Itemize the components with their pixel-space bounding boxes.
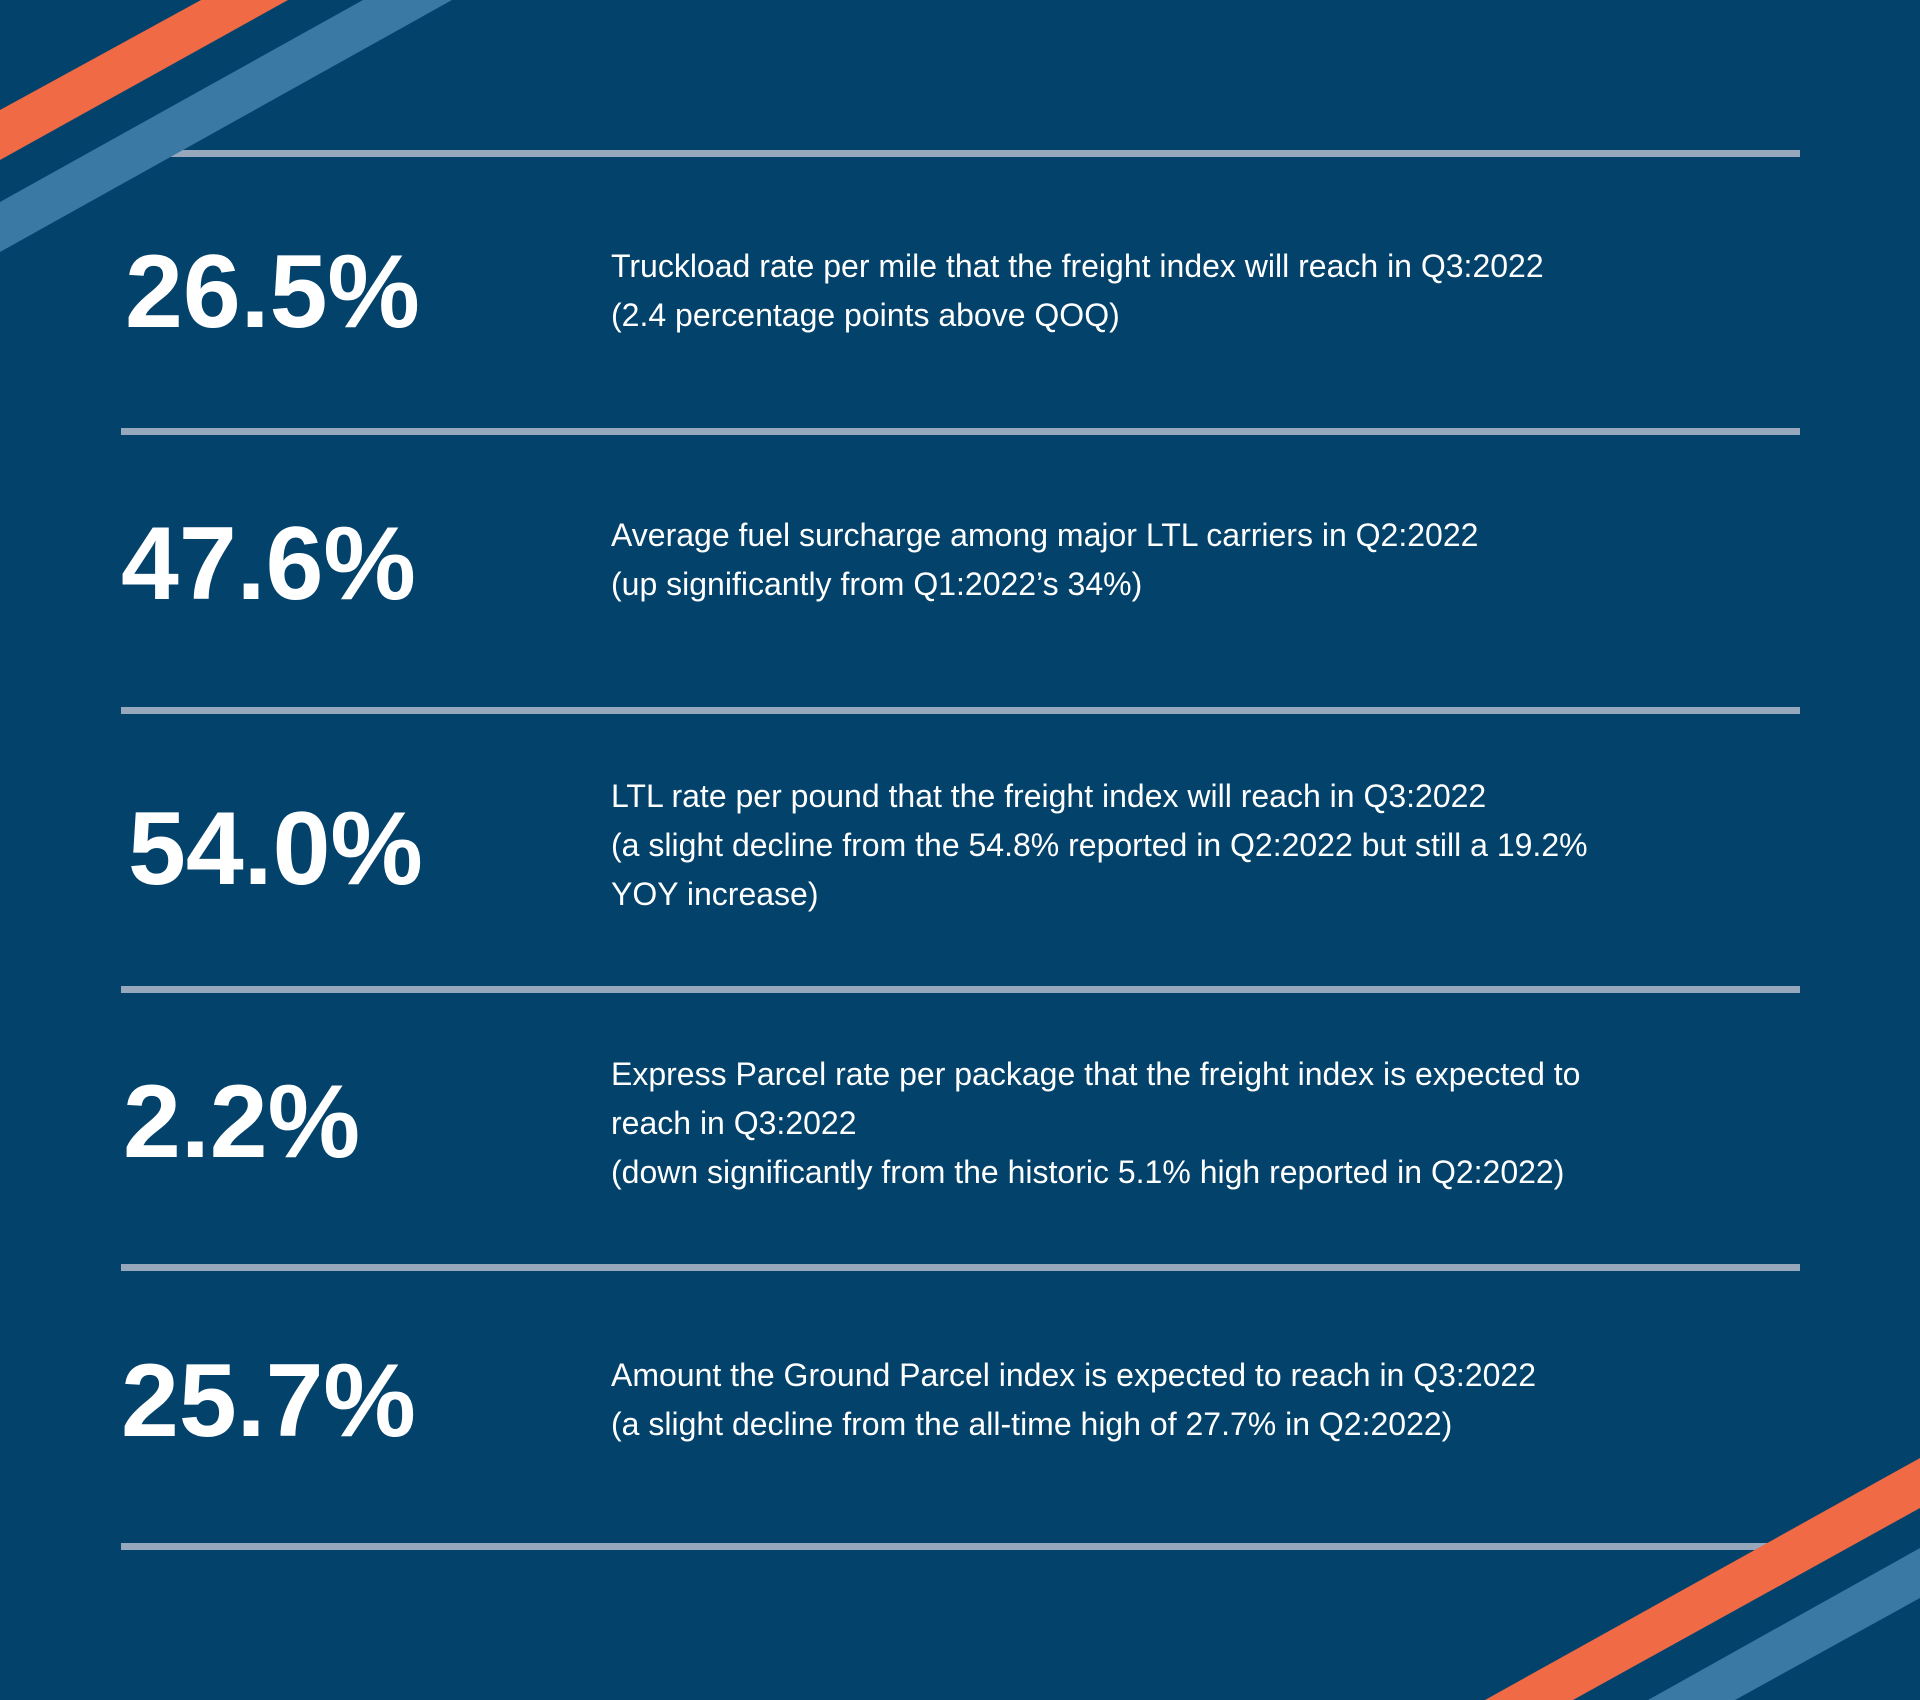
stat-value: 26.5% [125, 234, 420, 350]
stat-description-line: Amount the Ground Parcel index is expect… [611, 1357, 1536, 1393]
divider-4 [121, 986, 1800, 993]
stat-description-line: Truckload rate per mile that the freight… [611, 248, 1544, 284]
divider-3 [121, 707, 1800, 714]
stat-value: 25.7% [121, 1343, 416, 1459]
stat-description: Average fuel surcharge among major LTL c… [611, 511, 1478, 609]
stat-description: Express Parcel rate per package that the… [611, 1050, 1580, 1197]
stat-description-line: Average fuel surcharge among major LTL c… [611, 517, 1479, 553]
stat-description-line: LTL rate per pound that the freight inde… [611, 778, 1487, 814]
stat-description: Truckload rate per mile that the freight… [611, 242, 1544, 340]
stat-description: LTL rate per pound that the freight inde… [611, 772, 1588, 919]
bottom-right-blue-stripe [1648, 1548, 1920, 1700]
stat-value: 54.0% [128, 791, 423, 907]
stat-description: Amount the Ground Parcel index is expect… [611, 1351, 1536, 1449]
stat-description-line: YOY increase) [611, 876, 819, 912]
stat-description-line: (a slight decline from the all-time high… [611, 1406, 1453, 1442]
bottom-right-orange-stripe [1485, 1458, 1920, 1700]
stat-description-line: (up significantly from Q1:2022’s 34%) [611, 566, 1143, 602]
divider-5 [121, 1264, 1800, 1271]
stat-description-line: (a slight decline from the 54.8% reporte… [611, 827, 1588, 863]
top-left-orange-stripe [0, 0, 288, 160]
stat-description-line: (down significantly from the historic 5.… [611, 1154, 1565, 1190]
stat-description-line: reach in Q3:2022 [611, 1105, 857, 1141]
divider-6 [121, 1543, 1800, 1550]
divider-1 [121, 150, 1800, 157]
stat-description-line: (2.4 percentage points above QOQ) [611, 297, 1120, 333]
stat-description-line: Express Parcel rate per package that the… [611, 1056, 1581, 1092]
top-left-blue-stripe [0, 0, 452, 252]
divider-2 [121, 428, 1800, 435]
stat-value: 2.2% [123, 1064, 361, 1180]
stat-value: 47.6% [121, 506, 416, 622]
